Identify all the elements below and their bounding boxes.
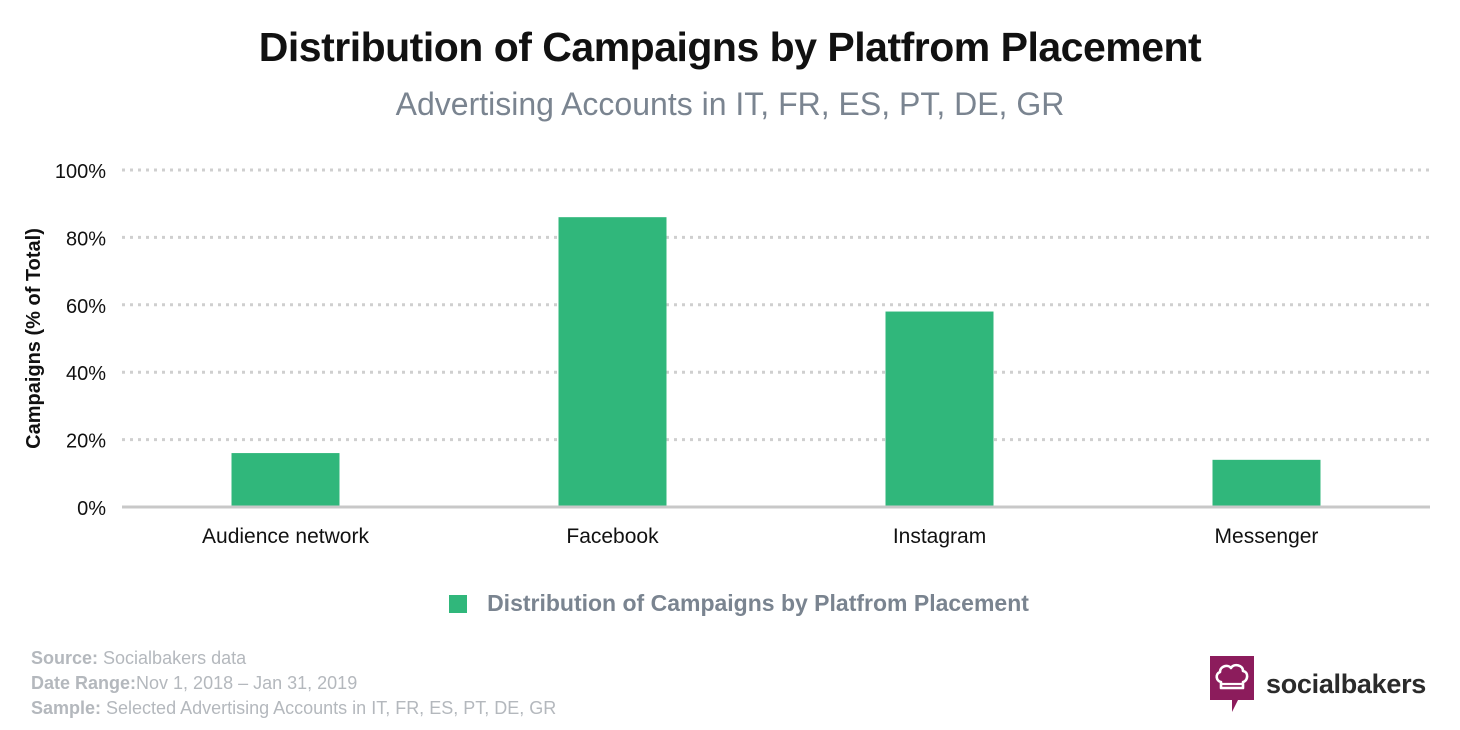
y-axis-title: Campaigns (% of Total) <box>23 228 45 449</box>
footer-date-value: Nov 1, 2018 – Jan 31, 2019 <box>136 673 358 693</box>
logo-text: socialbakers <box>1266 668 1427 699</box>
bar-chart: 0% 20% 40% 60% 80% 100% Audience network Faceb… <box>23 161 1430 548</box>
y-tick-label: 0% <box>77 498 106 520</box>
chef-hat-speech-bubble-icon <box>1210 656 1254 712</box>
footer-date-label: Date Range: <box>31 673 137 693</box>
legend-label: Distribution of Campaigns by Platfrom Pl… <box>487 590 1029 616</box>
x-tick-label: Facebook <box>566 525 659 548</box>
gridlines <box>122 168 1430 442</box>
bar <box>558 217 667 507</box>
footer-sample-label: Sample: <box>31 698 102 718</box>
x-tick-label: Messenger <box>1215 525 1319 548</box>
footer-source-value: Socialbakers data <box>98 648 247 668</box>
x-axis-ticks: Audience network Facebook Instagram Messeng… <box>202 525 1318 548</box>
footer-date-range: Date Range:Nov 1, 2018 – Jan 31, 2019 <box>31 671 556 696</box>
x-tick-label: Instagram <box>893 525 986 548</box>
bar <box>1212 459 1321 507</box>
y-tick-label: 100% <box>55 161 106 183</box>
chart-title: Distribution of Campaigns by Platfrom Pl… <box>258 24 1202 70</box>
bar <box>885 311 994 507</box>
y-tick-label: 80% <box>66 228 106 250</box>
footer-sample-value: Selected Advertising Accounts in IT, FR,… <box>101 698 557 718</box>
chart-subtitle: Advertising Accounts in IT, FR, ES, PT, … <box>395 86 1065 122</box>
y-tick-label: 40% <box>66 363 106 385</box>
socialbakers-logo: socialbakers <box>1208 654 1426 714</box>
bars <box>231 217 1321 507</box>
footer-source-label: Source: <box>31 648 99 668</box>
y-axis-ticks: 0% 20% 40% 60% 80% 100% <box>55 161 106 520</box>
y-tick-label: 60% <box>66 296 106 318</box>
footer-notes: Source: Socialbakers data Date Range:Nov… <box>31 646 556 721</box>
footer-source: Source: Socialbakers data <box>31 646 556 671</box>
footer-sample: Sample: Selected Advertising Accounts in… <box>31 696 556 721</box>
legend: Distribution of Campaigns by Platfrom Pl… <box>0 590 1460 617</box>
x-tick-label: Audience network <box>202 525 369 548</box>
bar <box>231 453 340 507</box>
legend-swatch <box>449 594 468 613</box>
y-tick-label: 20% <box>66 431 106 453</box>
